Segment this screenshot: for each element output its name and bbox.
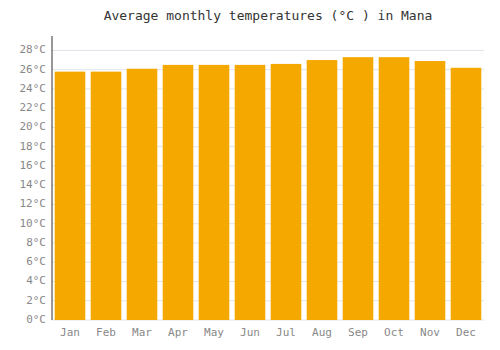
x-tick-label: Mar xyxy=(132,326,152,339)
y-tick-label: 10°C xyxy=(20,217,47,230)
y-tick-label: 6°C xyxy=(26,255,46,268)
x-tick-label: Feb xyxy=(96,326,116,339)
chart-container: Average monthly temperatures (°C ) in Ma… xyxy=(0,0,500,350)
y-tick-label: 4°C xyxy=(26,274,46,287)
x-tick-label: Nov xyxy=(420,326,440,339)
y-tick-label: 16°C xyxy=(20,159,47,172)
y-axis: 0°C 2°C 4°C 6°C 8°C 10°C 12°C 14°C 16°C 18°C 20°C 2… xyxy=(20,43,47,326)
y-tick-label: 26°C xyxy=(20,63,47,76)
title: Average monthly temperatures (°C ) in Ma… xyxy=(104,8,433,23)
y-tick-label: 28°C xyxy=(20,43,47,56)
bars xyxy=(55,57,482,320)
bar xyxy=(451,68,482,320)
bar xyxy=(235,65,266,320)
x-tick-label: Oct xyxy=(384,326,404,339)
x-tick-label: Sep xyxy=(348,326,368,339)
bar xyxy=(199,65,230,320)
bar xyxy=(55,72,86,320)
x-axis: Jan Feb Mar Apr May Jun Jul Aug Sep Oct Nov Dec xyxy=(60,326,476,339)
y-tick-label: 14°C xyxy=(20,178,47,191)
y-tick-label: 22°C xyxy=(20,101,47,114)
bar xyxy=(307,60,338,320)
bar xyxy=(379,57,410,320)
x-tick-label: Jun xyxy=(240,326,260,339)
grid-line xyxy=(52,50,484,51)
bar xyxy=(91,72,122,320)
chart: Average monthly temperatures (°C ) in Ma… xyxy=(0,0,500,350)
x-tick-label: Dec xyxy=(456,326,476,339)
bar xyxy=(415,61,446,320)
bar xyxy=(271,64,302,320)
y-tick-label: 8°C xyxy=(26,236,46,249)
x-tick-label: May xyxy=(204,326,224,339)
y-tick-label: 2°C xyxy=(26,294,46,307)
x-tick-label: Jan xyxy=(60,326,80,339)
x-tick-label: Jul xyxy=(276,326,296,339)
x-tick-label: Apr xyxy=(168,326,188,339)
y-tick-label: 12°C xyxy=(20,197,47,210)
x-tick-label: Aug xyxy=(312,326,332,339)
y-tick-label: 24°C xyxy=(20,82,47,95)
y-tick-label: 20°C xyxy=(20,120,47,133)
bar xyxy=(163,65,194,320)
bar xyxy=(343,57,374,320)
grid xyxy=(52,50,484,320)
y-tick-label: 18°C xyxy=(20,140,47,153)
y-tick-label: 0°C xyxy=(26,313,46,326)
bar xyxy=(127,69,158,320)
y-axis-line xyxy=(52,36,53,320)
